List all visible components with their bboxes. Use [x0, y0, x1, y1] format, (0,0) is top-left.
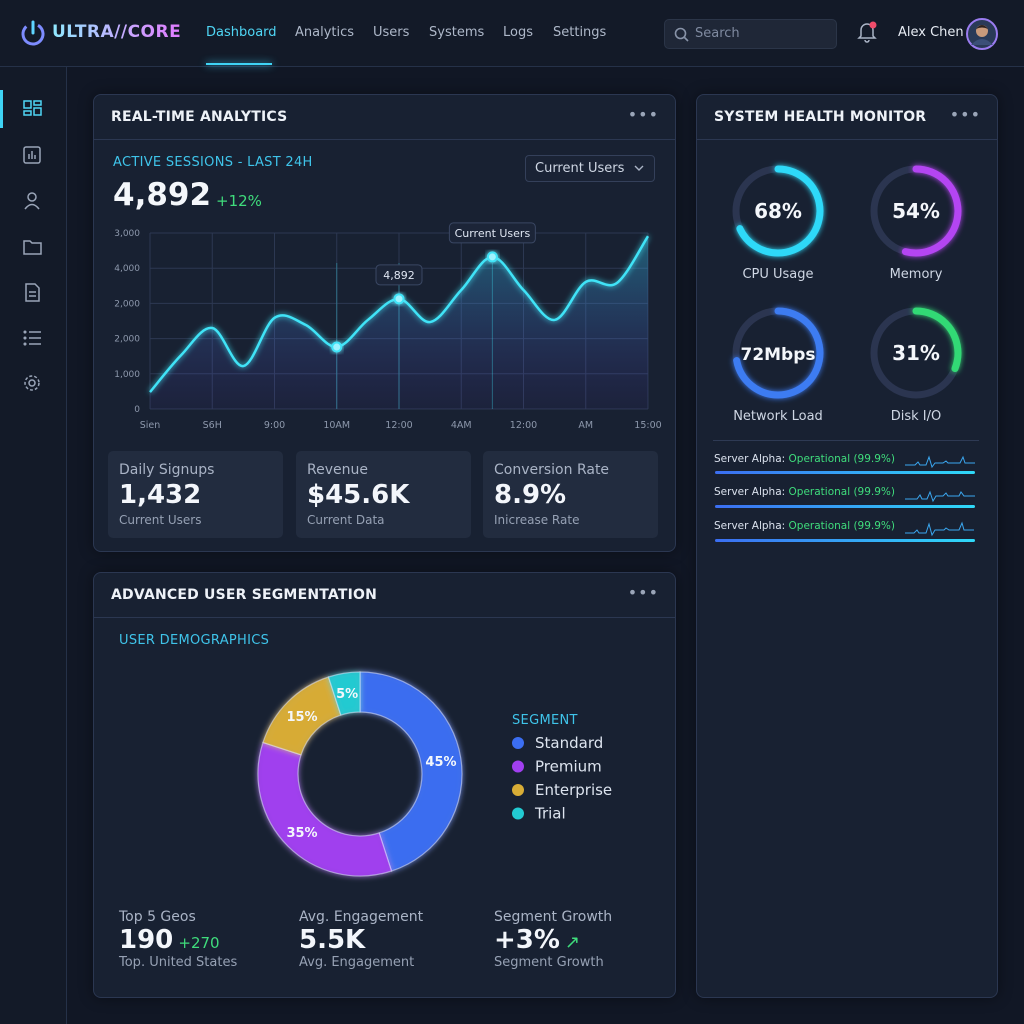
- dashboard-icon[interactable]: [23, 100, 42, 116]
- notification-bell[interactable]: [856, 20, 878, 44]
- card-value: $45.6K: [307, 480, 410, 510]
- stat-label: Segment Growth: [494, 909, 613, 925]
- card-note: Inicrease Rate: [494, 513, 580, 527]
- chart-subtitle: ACTIVE SESSIONS - LAST 24H: [113, 155, 313, 170]
- stat-card: Revenue $45.6K Current Data: [296, 451, 471, 538]
- dropdown-label: Current Users: [535, 161, 625, 176]
- card-note: Current Data: [307, 513, 385, 527]
- brand[interactable]: ULTRA//CORE: [52, 22, 182, 42]
- stat-note: Avg. Engagement: [299, 955, 415, 970]
- panel-menu[interactable]: •••: [627, 105, 659, 124]
- stat-note: Top. United States: [119, 955, 238, 970]
- analytics-icon[interactable]: [23, 146, 41, 164]
- user-name[interactable]: Alex Chen: [898, 25, 964, 40]
- growth-arrow: ↗: [565, 932, 581, 953]
- server-name: Server Alpha:: [714, 453, 786, 465]
- panel-header: ADVANCED USER SEGMENTATION •••: [94, 573, 675, 618]
- card-note: Current Users: [119, 513, 202, 527]
- server-status: Operational (99.9%): [788, 453, 896, 465]
- stat-value: 190: [119, 925, 174, 955]
- segment-stat: Segment Growth +3% ↗ Segment Growth: [494, 909, 612, 970]
- stat-value: +3%: [494, 925, 560, 955]
- headline-change: +12%: [216, 192, 262, 210]
- stat-note: Segment Growth: [494, 955, 604, 970]
- segmentation-panel: ADVANCED USER SEGMENTATION ••• USER DEMO…: [93, 572, 676, 998]
- settings-icon[interactable]: [24, 375, 40, 391]
- headline-value: 4,892: [113, 177, 212, 213]
- nav-item[interactable]: Systems: [429, 25, 485, 40]
- systems-icon[interactable]: [23, 240, 42, 255]
- panel-title: REAL-TIME ANALYTICS: [111, 109, 288, 125]
- stat-label: Avg. Engagement: [299, 909, 424, 925]
- server-name: Server Alpha:: [714, 520, 786, 532]
- card-label: Revenue: [307, 462, 368, 478]
- card-label: Daily Signups: [119, 462, 215, 478]
- server-row: Server Alpha: Operational (99.9%): [714, 520, 895, 532]
- list-icon[interactable]: [23, 330, 41, 346]
- active-indicator: [0, 90, 3, 128]
- sidebar: [0, 67, 67, 1024]
- panel-title: SYSTEM HEALTH MONITOR: [714, 109, 927, 125]
- server-sparklines: [715, 455, 975, 542]
- brand-icon: [21, 20, 45, 46]
- stat-card: Daily Signups 1,432 Current Users: [108, 451, 283, 538]
- nav-underline: [206, 63, 272, 65]
- dropdown[interactable]: Current Users: [525, 155, 655, 182]
- panel-title: ADVANCED USER SEGMENTATION: [111, 587, 378, 603]
- card-value: 1,432: [119, 480, 202, 510]
- chart-subtitle: USER DEMOGRAPHICS: [119, 633, 270, 648]
- analytics-panel: REAL-TIME ANALYTICS ••• ACTIVE SESSIONS …: [93, 94, 676, 552]
- nav-item[interactable]: Analytics: [295, 25, 355, 40]
- legend-title: SEGMENT: [512, 713, 578, 728]
- stat-card: Conversion Rate 8.9% Inicrease Rate: [483, 451, 658, 538]
- nav-item[interactable]: Logs: [503, 25, 533, 40]
- panel-menu[interactable]: •••: [627, 583, 659, 602]
- panel-header: SYSTEM HEALTH MONITOR •••: [697, 95, 997, 140]
- server-name: Server Alpha:: [714, 486, 786, 498]
- nav-item[interactable]: Users: [373, 25, 410, 40]
- dropdown-caret: [634, 165, 644, 171]
- server-status: Operational (99.9%): [788, 486, 896, 498]
- avatar[interactable]: [966, 18, 998, 50]
- sidebar-icons: [0, 90, 42, 391]
- logs-icon[interactable]: [25, 283, 40, 302]
- stat-label: Top 5 Geos: [119, 909, 196, 925]
- segment-stat: Avg. Engagement 5.5K Avg. Engagement: [299, 909, 423, 970]
- stat-change: +270: [178, 934, 220, 952]
- server-status: Operational (99.9%): [788, 520, 896, 532]
- nav-item[interactable]: Settings: [553, 25, 607, 40]
- health-panel: SYSTEM HEALTH MONITOR ••• Server Alpha: …: [696, 94, 998, 998]
- panel-menu[interactable]: •••: [949, 105, 981, 124]
- nav-item[interactable]: Dashboard: [206, 25, 277, 40]
- server-row: Server Alpha: Operational (99.9%): [714, 453, 895, 465]
- card-label: Conversion Rate: [494, 462, 610, 478]
- stat-value: 5.5K: [299, 925, 366, 955]
- divider: [713, 440, 979, 441]
- server-row: Server Alpha: Operational (99.9%): [714, 486, 895, 498]
- users-icon[interactable]: [24, 192, 40, 210]
- search-icon: [674, 27, 689, 42]
- segment-stat: Top 5 Geos 190 +270 Top. United States: [119, 909, 237, 970]
- panel-header: REAL-TIME ANALYTICS •••: [94, 95, 675, 140]
- search-box[interactable]: Search: [664, 19, 837, 49]
- search-placeholder: Search: [695, 26, 740, 41]
- card-value: 8.9%: [494, 480, 567, 510]
- header: ULTRA//CORE Dashboard Analytics Users Sy…: [0, 0, 1024, 67]
